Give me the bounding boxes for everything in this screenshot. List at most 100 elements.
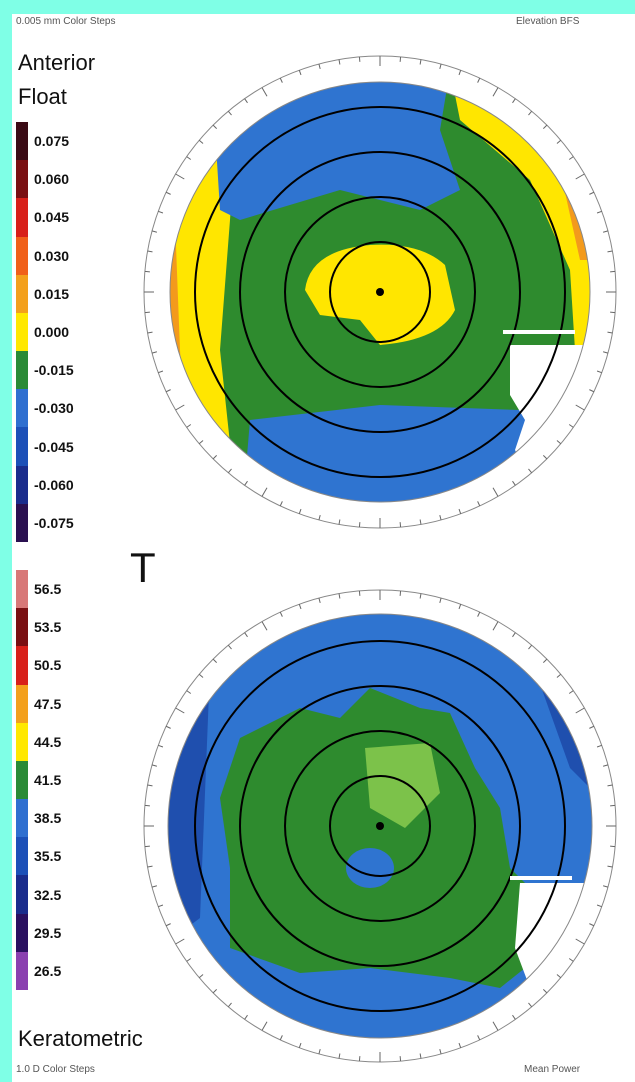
keratometric-scale-label: 56.5 xyxy=(34,581,62,598)
dial-tick xyxy=(318,1048,321,1055)
dial-tick xyxy=(602,764,609,767)
keratometric-scale-label: 44.5 xyxy=(34,733,62,750)
elevation-scale-label: -0.060 xyxy=(34,476,74,493)
dial-tick xyxy=(151,230,158,233)
keratometric-scale-label: 38.5 xyxy=(34,810,62,827)
dial-tick xyxy=(589,923,595,927)
elevation-scale-label: 0.030 xyxy=(34,247,70,264)
keratometric-scale-label: 29.5 xyxy=(34,924,62,941)
dial-tick xyxy=(477,77,481,83)
elevation-scale-swatch xyxy=(16,236,28,275)
dial-tick xyxy=(279,611,283,617)
dial-tick xyxy=(186,958,192,962)
dial-tick xyxy=(568,424,574,428)
dial-tick xyxy=(492,87,499,97)
keratometric-scale-swatch xyxy=(16,799,28,838)
map-title-keratometric: Keratometric xyxy=(18,1026,143,1051)
dial-tick xyxy=(568,690,574,694)
top-dial-ticks xyxy=(144,56,616,528)
dial-tick xyxy=(298,604,302,610)
dial-tick xyxy=(158,210,164,214)
dial-tick xyxy=(165,923,171,927)
dial-tick xyxy=(439,514,442,521)
keratometric-scale-swatch xyxy=(16,837,28,876)
dial-tick xyxy=(151,764,158,767)
dial-tick xyxy=(419,1053,422,1059)
top-apex-dot xyxy=(376,288,384,296)
elevation-scale-swatch xyxy=(16,312,28,352)
bottom-dial-ticks xyxy=(144,590,616,1062)
dial-tick xyxy=(165,191,171,195)
dial-tick xyxy=(147,250,153,253)
dial-tick xyxy=(186,156,192,160)
dial-tick xyxy=(542,658,548,664)
dial-tick xyxy=(607,784,613,787)
dial-tick xyxy=(575,404,585,411)
dial-tick xyxy=(227,1002,232,1008)
elevation-scale-label: -0.015 xyxy=(34,362,74,379)
dial-tick xyxy=(589,389,595,393)
keratometric-scale-swatch xyxy=(16,875,28,914)
dial-tick xyxy=(212,988,218,994)
keratometric-scale-swatch xyxy=(16,722,28,761)
dial-tick xyxy=(227,468,232,474)
dial-tick xyxy=(458,508,462,514)
dial-tick xyxy=(477,501,481,507)
elevation-scale-label: -0.075 xyxy=(34,514,74,531)
elevation-scale-label: 0.015 xyxy=(34,285,70,302)
top-right-notch xyxy=(510,345,590,502)
dial-tick xyxy=(244,98,248,104)
dial-tick xyxy=(318,597,321,604)
dial-tick xyxy=(198,139,204,144)
dial-tick xyxy=(212,124,218,130)
anterior-float-map xyxy=(143,55,617,529)
keratometric-scale-swatch xyxy=(16,913,28,952)
map-title-anterior: Anterior xyxy=(18,50,96,75)
dial-tick xyxy=(261,1021,268,1031)
dial-tick xyxy=(596,904,602,908)
keratometric-map xyxy=(143,589,617,1063)
temporal-marker: T xyxy=(130,544,156,591)
dial-tick xyxy=(607,865,613,868)
dial-tick xyxy=(419,593,422,599)
dial-tick xyxy=(458,70,462,76)
dial-tick xyxy=(575,938,585,945)
keratometric-scale-label: 50.5 xyxy=(34,657,62,674)
dial-tick xyxy=(439,1048,442,1055)
elevation-scale-swatch xyxy=(16,503,28,542)
topography-panel: 0.005 mm Color Steps Elevation BFS Anter… xyxy=(12,14,635,1082)
dial-tick xyxy=(556,974,562,979)
dial-tick xyxy=(212,454,218,460)
dial-tick xyxy=(318,63,321,70)
dial-tick xyxy=(607,250,613,253)
dial-tick xyxy=(151,351,158,354)
keratometric-scale-swatch xyxy=(16,951,28,990)
dial-tick xyxy=(147,865,153,868)
dial-tick xyxy=(261,87,268,97)
dial-tick xyxy=(568,958,574,962)
elevation-scale-label: 0.045 xyxy=(34,209,70,226)
dial-tick xyxy=(492,1021,499,1031)
dial-tick xyxy=(186,690,192,694)
dial-tick xyxy=(261,487,268,497)
keratometric-scale-label: 26.5 xyxy=(34,962,62,979)
dial-tick xyxy=(175,173,185,180)
dial-tick xyxy=(596,370,602,374)
dial-tick xyxy=(512,632,516,638)
dial-tick xyxy=(602,351,609,354)
keratometric-scale-swatch xyxy=(16,570,28,609)
bottom-light-green-patch xyxy=(365,743,440,828)
dial-tick xyxy=(338,519,341,525)
dial-tick xyxy=(477,1035,481,1041)
color-steps-caption: 0.005 mm Color Steps xyxy=(16,16,116,27)
dial-tick xyxy=(556,673,562,678)
bottom-blue-spot xyxy=(346,848,394,888)
dial-tick xyxy=(158,370,164,374)
keratometric-scale-swatch xyxy=(16,608,28,647)
dial-tick xyxy=(244,1014,248,1020)
elevation-scale-swatch xyxy=(16,122,28,161)
elevation-scale-swatch xyxy=(16,427,28,466)
elevation-scale-swatch xyxy=(16,198,28,237)
mean-power-caption: Mean Power xyxy=(524,1064,581,1075)
dial-tick xyxy=(589,191,595,195)
